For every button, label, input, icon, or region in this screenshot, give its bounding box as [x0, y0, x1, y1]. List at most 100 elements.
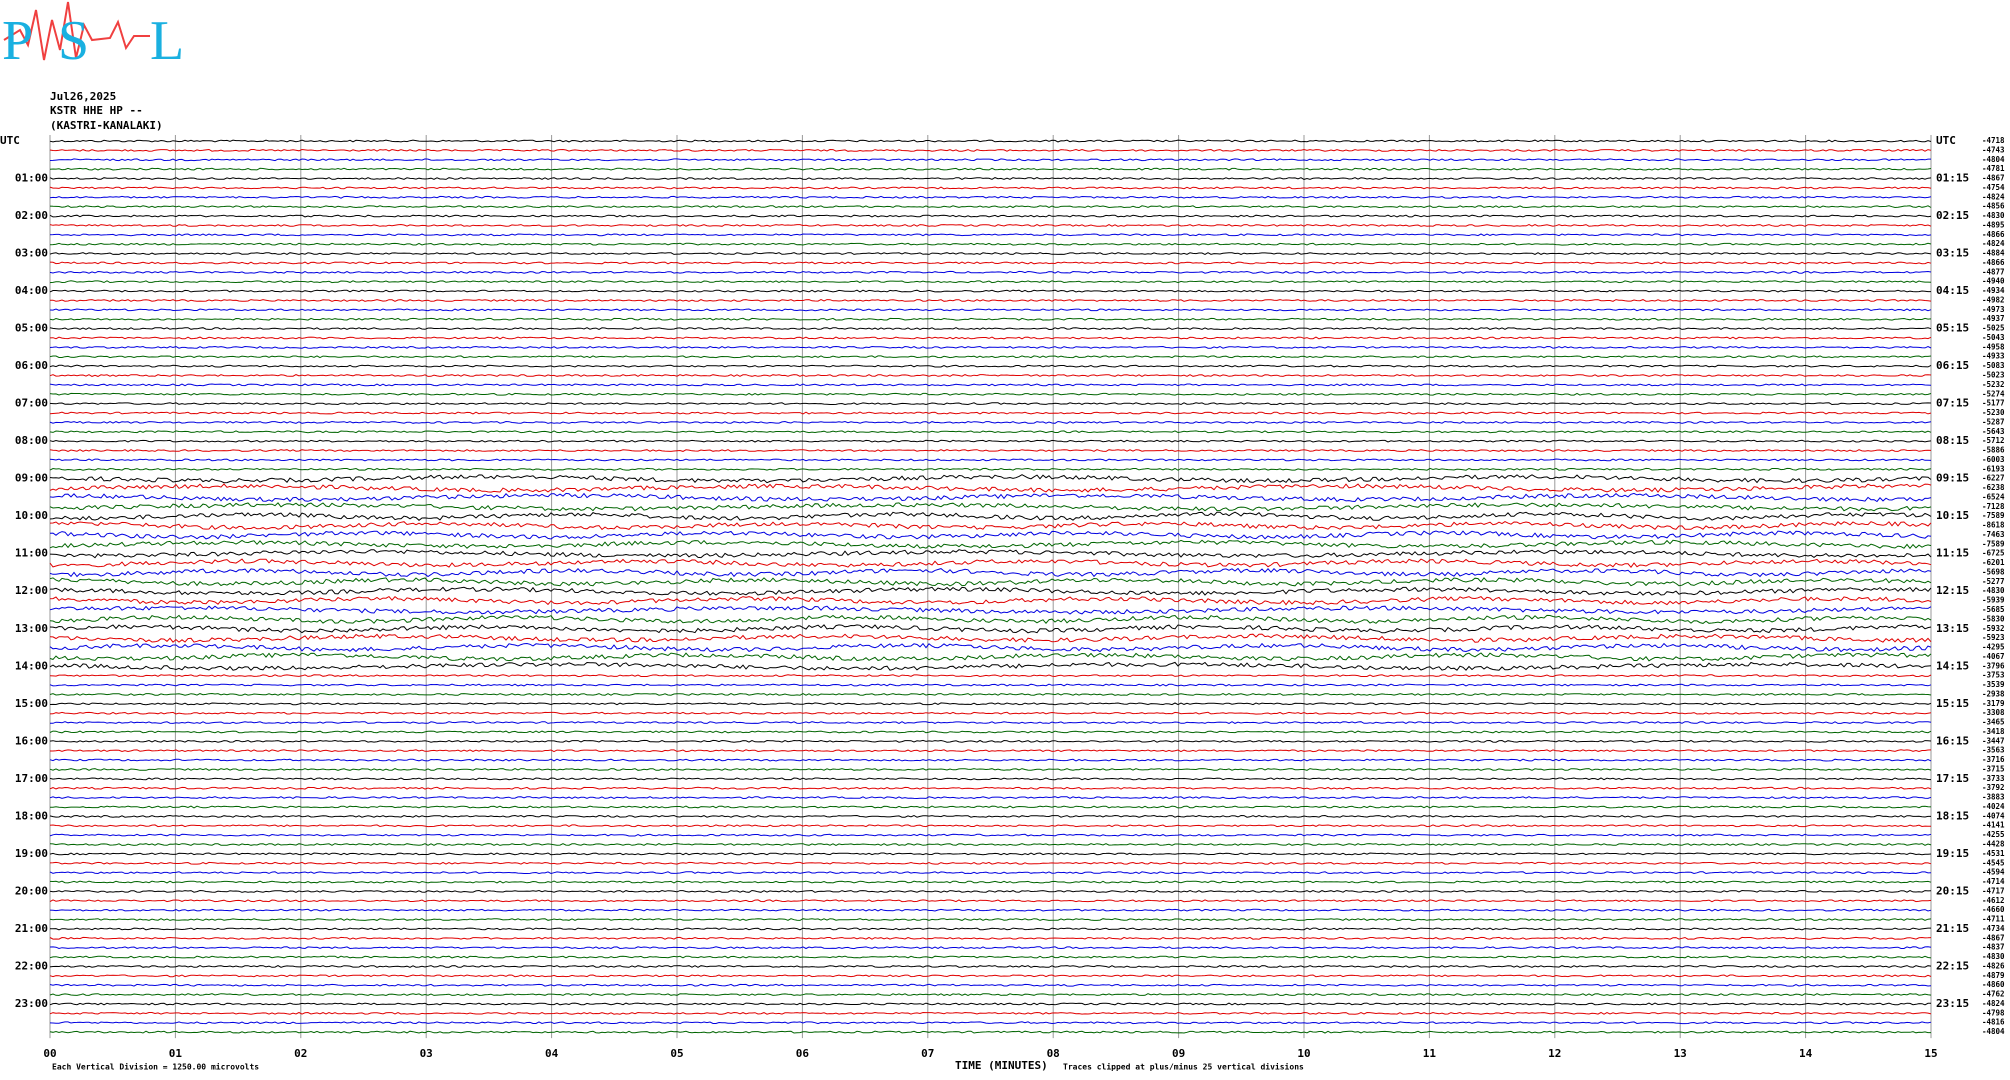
- trace: [49, 824, 1931, 828]
- trace-offset: -4824: [1982, 239, 2005, 248]
- right-hour-label: 07:15: [1936, 397, 1969, 410]
- trace: [49, 605, 1932, 615]
- trace-offset: -5886: [1982, 446, 2005, 455]
- x-tick-label: 11: [1423, 1047, 1437, 1060]
- trace-offset: -6193: [1982, 464, 2005, 473]
- trace: [49, 327, 1932, 331]
- trace-offset: -4743: [1982, 145, 2005, 154]
- trace-offset: -4612: [1982, 896, 2005, 905]
- trace-offset: -5083: [1982, 361, 2005, 370]
- trace-offset: -5939: [1982, 596, 2005, 605]
- trace: [49, 177, 1932, 180]
- trace-offset: -6227: [1982, 474, 2005, 483]
- trace-offset: -5274: [1982, 389, 2005, 398]
- trace: [49, 768, 1932, 771]
- trace-offset: -5023: [1982, 371, 2005, 380]
- left-hour-label: 02:00: [15, 209, 48, 222]
- trace: [49, 993, 1932, 997]
- trace: [49, 402, 1932, 406]
- left-hour-label: 17:00: [15, 772, 48, 785]
- trace: [49, 965, 1932, 968]
- date: Jul26,2025: [50, 90, 116, 103]
- trace-offset: -4531: [1982, 849, 2005, 858]
- trace-offset: -4428: [1982, 840, 2005, 849]
- trace-offset: -4895: [1982, 220, 2005, 229]
- trace: [49, 148, 1932, 152]
- trace-offset: -4711: [1982, 915, 2005, 924]
- left-hour-label: 04:00: [15, 284, 48, 297]
- trace-offset: -3179: [1982, 699, 2005, 708]
- x-tick-label: 12: [1548, 1047, 1561, 1060]
- trace: [49, 899, 1932, 903]
- trace: [49, 1002, 1931, 1006]
- trace: [49, 871, 1932, 875]
- right-hour-label: 19:15: [1936, 847, 1969, 860]
- trace-offset: -4734: [1982, 924, 2005, 933]
- left-hour-label: 13:00: [15, 622, 48, 635]
- right-hour-label: 09:15: [1936, 472, 1969, 485]
- x-tick-label: 04: [545, 1047, 559, 1060]
- trace: [49, 383, 1932, 387]
- trace: [49, 786, 1932, 790]
- trace-offset: -3883: [1982, 793, 2005, 802]
- left-hour-label: 08:00: [15, 434, 48, 447]
- trace-offset: -4754: [1982, 183, 2005, 192]
- x-tick-label: 15: [1924, 1047, 1937, 1060]
- trace: [49, 633, 1932, 643]
- trace-offset: -5043: [1982, 333, 2005, 342]
- trace: [49, 843, 1932, 846]
- right-hour-label: 08:15: [1936, 434, 1969, 447]
- left-hour-label: 19:00: [15, 847, 48, 860]
- trace-offset: -3465: [1982, 718, 2005, 727]
- left-hour-label: 07:00: [15, 397, 48, 410]
- trace-offset: -6238: [1982, 483, 2005, 492]
- left-hour-label: 15:00: [15, 697, 48, 710]
- trace-offset: -3796: [1982, 661, 2005, 670]
- right-hour-label: 20:15: [1936, 884, 1969, 897]
- clip-note: Traces clipped at plus/minus 25 vertical…: [1063, 1062, 1304, 1072]
- trace: [49, 652, 1932, 662]
- trace-offset: -4718: [1982, 136, 2005, 145]
- trace: [49, 833, 1932, 837]
- right-hour-label: 03:15: [1936, 247, 1969, 260]
- right-hour-label: 14:15: [1936, 659, 1969, 672]
- trace-offset: -4937: [1982, 314, 2005, 323]
- trace-offset: -4982: [1982, 295, 2005, 304]
- trace-offset: -4933: [1982, 352, 2005, 361]
- trace: [49, 702, 1932, 706]
- trace: [49, 661, 1932, 671]
- trace-offset: -4717: [1982, 886, 2005, 895]
- left-hour-label: 18:00: [15, 809, 48, 822]
- left-hour-label: 01:00: [15, 172, 48, 185]
- trace: [49, 558, 1932, 568]
- trace-offset: -4860: [1982, 980, 2005, 989]
- trace-offset: -4934: [1982, 286, 2005, 295]
- trace-offset: -4255: [1982, 830, 2005, 839]
- trace-offset: -4958: [1982, 342, 2005, 351]
- trace-offset: -4879: [1982, 971, 2005, 980]
- left-hour-label: 14:00: [15, 659, 48, 672]
- trace: [49, 308, 1932, 312]
- trace: [49, 280, 1932, 284]
- left-hour-label: 20:00: [15, 884, 48, 897]
- trace: [49, 364, 1932, 368]
- trace-offset: -4824: [1982, 192, 2005, 201]
- right-hour-label: 18:15: [1936, 809, 1969, 822]
- trace: [49, 474, 1932, 484]
- trace-offset: -4830: [1982, 952, 2005, 961]
- trace-offset: -4867: [1982, 933, 2005, 942]
- trace-offset: -3753: [1982, 671, 2005, 680]
- x-tick-label: 13: [1674, 1047, 1687, 1060]
- trace-offset: -5830: [1982, 614, 2005, 623]
- left-hour-label: 11:00: [15, 547, 48, 560]
- trace-offset: -5287: [1982, 417, 2005, 426]
- x-tick-label: 06: [796, 1047, 810, 1060]
- left-hour-label: 09:00: [15, 472, 48, 485]
- trace-offset: -6524: [1982, 492, 2005, 501]
- left-hour-label: 16:00: [15, 734, 48, 747]
- trace-offset: -4826: [1982, 961, 2005, 970]
- trace: [49, 449, 1932, 452]
- left-hour-label: 12:00: [15, 584, 48, 597]
